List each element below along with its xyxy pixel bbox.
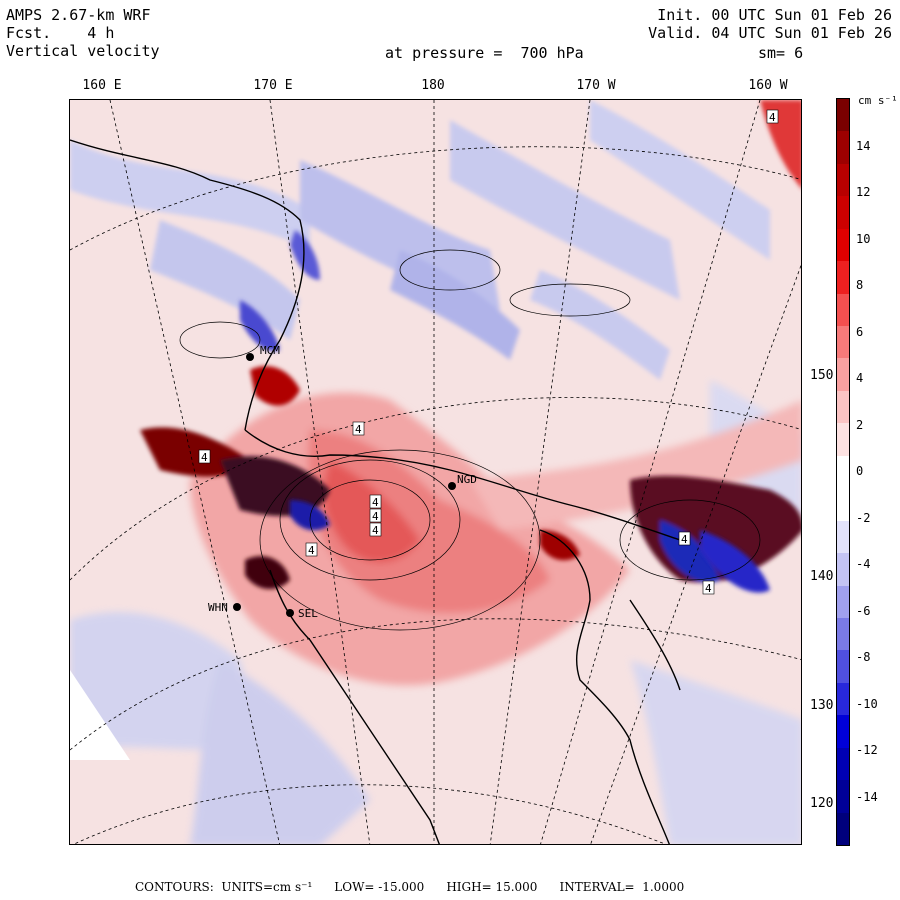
pressure-level: at pressure = 700 hPa <box>385 44 584 62</box>
footer-units: CONTOURS: UNITS=cm s⁻¹ <box>135 880 313 894</box>
contour-label-6: 4 <box>681 533 688 546</box>
colorbar-segment <box>837 682 849 716</box>
smoothing-value: sm= 6 <box>758 44 804 62</box>
colorbar-tick-neg2: -2 <box>856 511 871 525</box>
colorbar-segment <box>837 747 849 781</box>
station-label-ngd: NGD <box>457 473 477 486</box>
header-right: Init. 00 UTC Sun 01 Feb 26 Valid. 04 UTC… <box>648 6 892 42</box>
colorbar-segment <box>837 812 849 846</box>
colorbar-tick-8: 8 <box>856 278 864 292</box>
contour-value-boxes: 4 4 4 4 4 4 4 4 4 <box>198 109 779 595</box>
colorbar-tick-14: 14 <box>856 139 871 153</box>
colorbar-tick-0: 0 <box>856 464 864 478</box>
contour-label-9: 4 <box>372 510 379 523</box>
lon-label-170w: 170 W <box>576 78 616 93</box>
colorbar-segment <box>837 553 849 586</box>
colorbar-segment <box>837 99 849 132</box>
colorbar <box>836 98 850 846</box>
colorbar-segment <box>837 390 849 424</box>
footer-low: LOW= -15.000 <box>334 880 425 894</box>
vertical-velocity-map: MCM WHN SEL NGD 4 4 4 4 4 4 4 4 <box>70 100 801 844</box>
graticule <box>70 100 801 844</box>
colorbar-segment <box>837 196 849 230</box>
colorbar-tick-6: 6 <box>856 325 864 339</box>
colorbar-tick-neg8: -8 <box>856 650 871 664</box>
colorbar-segment <box>837 358 849 392</box>
contour-label-2: 4 <box>355 423 362 436</box>
strong-descent-patches <box>240 230 770 593</box>
footer-high: HIGH= 15.000 <box>446 880 538 894</box>
colorbar-segment <box>837 455 849 489</box>
colorbar-tick-10: 10 <box>856 232 871 246</box>
strong-convective-cluster <box>140 366 801 590</box>
colorbar-segment <box>837 715 849 749</box>
contour-label-4: 4 <box>372 524 379 537</box>
white-region-sw <box>70 670 130 760</box>
contour-label-7: 4 <box>705 582 712 595</box>
colorbar-tick-neg14: -14 <box>856 790 878 804</box>
colorbar-tick-neg6: -6 <box>856 604 871 618</box>
lon-label-180: 180 <box>421 78 445 93</box>
station-label-mcm: MCM <box>260 344 280 357</box>
stations: MCM WHN SEL NGD <box>208 344 477 620</box>
colorbar-segment <box>837 585 849 619</box>
contour-label-8: 4 <box>769 111 776 124</box>
colorbar-segment <box>837 488 849 522</box>
station-label-sel: SEL <box>298 607 318 620</box>
header-left: AMPS 2.67-km WRF Fcst. 4 h Vertical velo… <box>6 6 160 60</box>
colorbar-segment <box>837 163 849 197</box>
contour-info-footer: CONTOURS: UNITS=cm s⁻¹ LOW= -15.000 HIGH= … <box>135 880 706 894</box>
contour-label-5: 4 <box>308 544 315 557</box>
colorbar-tick-neg10: -10 <box>856 697 878 711</box>
forecast-label: Fcst. <box>6 24 52 42</box>
colorbar-tick-2: 2 <box>856 418 864 432</box>
contour-lines <box>179 249 761 631</box>
colorbar-segment <box>837 228 849 262</box>
colorbar-tick-4: 4 <box>856 371 864 385</box>
colorbar-segment <box>837 423 849 457</box>
colorbar-unit: cm s⁻¹ <box>858 94 898 107</box>
contour-label-3: 4 <box>372 496 379 509</box>
colorbar-segment <box>837 650 849 684</box>
lon-label-160w: 160 W <box>748 78 788 93</box>
descent-bands-north <box>70 100 770 380</box>
station-label-whn: WHN <box>208 601 228 614</box>
field-name: Vertical velocity <box>6 42 160 60</box>
forecast-value: 4 h <box>87 24 115 42</box>
init-time: Init. 00 UTC Sun 01 Feb 26 <box>657 6 892 24</box>
ascent-region <box>190 392 801 686</box>
colorbar-segment <box>837 131 849 165</box>
colorbar-segment <box>837 326 849 359</box>
map-panel: MCM WHN SEL NGD 4 4 4 4 4 4 4 4 <box>69 99 802 845</box>
colorbar-segment <box>837 780 849 814</box>
model-title: AMPS 2.67-km WRF <box>6 6 151 24</box>
footer-interval: INTERVAL= 1.0000 <box>559 880 685 894</box>
colorbar-tick-12: 12 <box>856 185 871 199</box>
lon-label-170e: 170 E <box>253 78 293 93</box>
colorbar-segment <box>837 617 849 651</box>
colorbar-tick-neg4: -4 <box>856 557 871 571</box>
contour-label-1: 4 <box>201 451 208 464</box>
colorbar-segment <box>837 293 849 327</box>
colorbar-segment <box>837 261 849 295</box>
colorbar-tick-neg12: -12 <box>856 743 878 757</box>
lon-label-160e: 160 E <box>82 78 122 93</box>
colorbar-segment <box>837 520 849 554</box>
valid-time: Valid. 04 UTC Sun 01 Feb 26 <box>648 24 892 42</box>
